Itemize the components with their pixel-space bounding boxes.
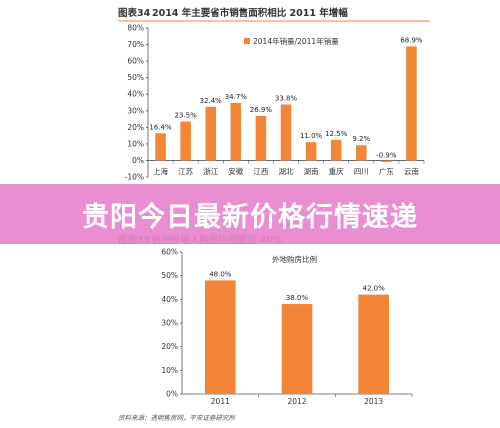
chart1-ytick-label: 30% (127, 106, 144, 115)
chart2-ytick-label: 10% (161, 366, 178, 375)
headline-banner: 贵阳今日最新价格行情速递 (0, 184, 500, 244)
chart1-bar (230, 102, 242, 161)
chart1-ytick-label: 10% (127, 139, 144, 148)
chart1-data-label: 33.8% (275, 94, 298, 102)
chart2-data-label: 48.0% (209, 270, 232, 278)
chart1-ytick-label: 60% (127, 57, 144, 66)
chart2-bar (205, 280, 236, 394)
chart2-category-label: 2012 (287, 397, 306, 406)
chart1-data-label: -0.9% (376, 151, 397, 159)
chart1-ytick-label: 80% (127, 24, 144, 33)
chart1-bar (381, 160, 392, 162)
chart1-category-label: 广东 (379, 166, 394, 176)
chart1-category-label: 重庆 (329, 166, 344, 176)
chart2-ytick-label: 20% (161, 342, 178, 351)
chart1-category-label: 江苏 (178, 166, 193, 176)
chart1-bar (330, 139, 342, 161)
chart1-category-label: 云南 (404, 166, 419, 176)
chart1-bar (280, 104, 292, 161)
chart2: 外地购房比例 60% 50% 40% 30% 20% 10% 0% 48.0% 2011 38.0… (161, 248, 413, 406)
chart1-data-label: 26.9% (250, 106, 273, 114)
chart1-data-label: 32.4% (200, 97, 223, 105)
chart1-ytick-label: 20% (127, 123, 144, 132)
headline-text: 贵阳今日最新价格行情速递 (82, 201, 418, 233)
chart1-category-label: 浙江 (203, 166, 218, 176)
chart1-data-label: 16.4% (149, 123, 172, 131)
chart1-data-label: 9.2% (352, 135, 370, 143)
chart2-ytick-label: 40% (161, 295, 178, 304)
chart2-bar (358, 294, 389, 394)
chart1-title-prefix: 图表34 (118, 7, 151, 19)
chart1-legend-swatch (244, 38, 250, 44)
chart1-data-label: 34.7% (225, 93, 248, 101)
chart2-source-note: 资料来源：透明售房网，平安证券研究所 (118, 414, 237, 422)
chart1-category-label: 湖北 (279, 167, 294, 176)
chart1-bar (406, 46, 417, 161)
chart1-bar (356, 145, 367, 161)
chart1-title: 2014 年主要省市销售面积相比 2011 年增幅 (152, 7, 348, 19)
chart1-header: 图表34 2014 年主要省市销售面积相比 2011 年增幅 (118, 7, 430, 22)
chart1-bar (155, 133, 166, 161)
chart1-legend-label: 2014年销量/2011年销量 (253, 36, 339, 46)
chart1-data-label: 12.5% (325, 130, 348, 138)
chart1-category-label: 江西 (253, 167, 268, 176)
chart2-data-label: 42.0% (363, 285, 386, 293)
chart1-ytick-label: 0% (132, 156, 144, 165)
chart1-bar (180, 121, 191, 161)
chart1-ytick-label: 70% (127, 40, 144, 49)
chart1: 2014年销量/2011年销量 80% 70% 60% 50% 40% 30% 20% 10%… (125, 24, 425, 182)
chart2-ytick-label: 0% (166, 390, 178, 399)
chart2-ytick-label: 50% (161, 271, 178, 280)
chart1-ytick-label: 50% (127, 73, 144, 82)
chart1-category-label: 四川 (354, 167, 369, 176)
chart1-category-label: 上海 (153, 166, 168, 176)
chart1-data-label: 11.0% (300, 132, 323, 140)
chart2-legend-label: 外地购房比例 (272, 254, 317, 264)
chart2-ytick-label: 60% (161, 248, 178, 257)
chart1-category-label: 安徽 (228, 166, 243, 176)
chart2-data-label: 38.0% (286, 294, 309, 302)
chart2-bar (281, 304, 313, 394)
chart1-ytick-label: -10% (125, 173, 144, 182)
chart1-data-label: 23.5% (175, 112, 198, 120)
chart2-category-label: 2011 (211, 397, 230, 406)
chart1-legend: 2014年销量/2011年销量 (244, 36, 339, 46)
chart1-bar (305, 142, 317, 161)
chart1-bar (205, 106, 216, 161)
chart2-ytick-label: 30% (161, 319, 178, 328)
chart1-data-label: 68.9% (400, 36, 423, 44)
chart1-bar (255, 115, 267, 161)
chart2-category-label: 2013 (364, 397, 383, 406)
chart1-category-label: 湖南 (304, 166, 319, 176)
chart1-ytick-label: 40% (127, 90, 144, 99)
